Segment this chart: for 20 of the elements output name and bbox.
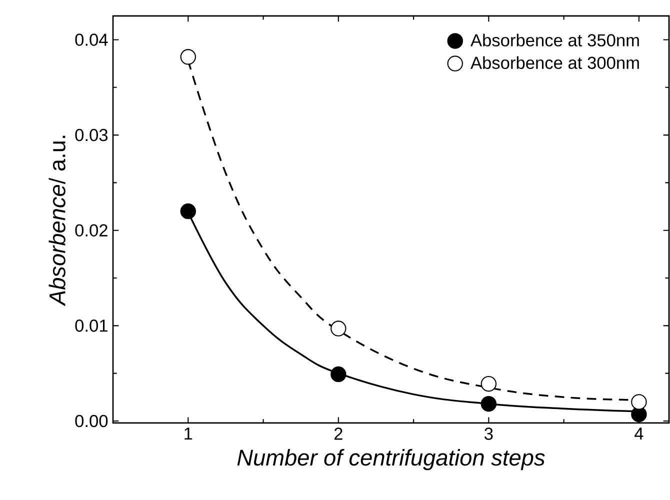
legend-label: Absorbence at 350nm — [470, 34, 639, 46]
y-tick-label: 0.00 — [75, 414, 108, 428]
x-tick-label: 4 — [634, 428, 644, 440]
x-tick-label: 3 — [484, 428, 493, 440]
x-axis-title: Number of centrifugation steps — [237, 449, 545, 470]
point — [480, 376, 497, 392]
point — [631, 394, 647, 410]
legend-label: Absorbence at 300nm — [470, 56, 639, 69]
point — [180, 203, 196, 220]
point — [180, 49, 196, 65]
point — [330, 320, 346, 336]
point — [480, 396, 497, 412]
x-tick-label: 2 — [334, 428, 342, 440]
y-tick-label: 0.03 — [75, 128, 108, 142]
y-tick-label: 0.04 — [75, 34, 108, 46]
y-tick-label: 0.01 — [75, 320, 108, 332]
x-tick-label: 1 — [184, 428, 192, 440]
y-axis-title: Absorbence/ a.u. — [48, 136, 66, 306]
y-tick-label: 0.02 — [75, 224, 108, 236]
point — [330, 366, 346, 382]
